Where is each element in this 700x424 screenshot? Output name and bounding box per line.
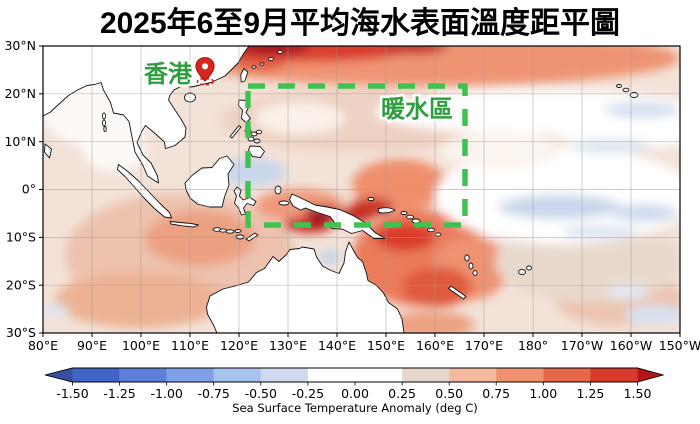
land-taiwan xyxy=(240,68,249,83)
y-tick: 0° xyxy=(22,182,36,197)
y-tick: 20°N xyxy=(4,86,36,101)
svg-text:0.50: 0.50 xyxy=(435,386,463,401)
svg-text:0.00: 0.00 xyxy=(341,386,369,401)
colorbar-label: Sea Surface Temperature Anomaly (deg C) xyxy=(232,401,477,415)
x-tick: 150°E xyxy=(367,338,405,353)
land-java xyxy=(169,221,199,228)
page-title: 2025年6至9月平均海水表面溫度距平圖 xyxy=(100,7,620,40)
x-tick: 140°E xyxy=(318,338,356,353)
y-tick: 10°S xyxy=(6,230,36,245)
svg-text:-0.75: -0.75 xyxy=(198,386,230,401)
land-sulawesi xyxy=(233,186,257,216)
x-axis-labels: 80°E 90°E 100°E 110°E 120°E 130°E 140°E … xyxy=(28,338,700,353)
land-ryukyu-islands xyxy=(251,50,283,69)
land-australia xyxy=(206,241,405,333)
x-tick: 130°E xyxy=(269,338,307,353)
colorbar-tick-labels: -1.50 -1.25 -1.00 -0.75 -0.50 -0.25 0.00… xyxy=(56,386,651,401)
x-tick: 160°W xyxy=(610,338,652,353)
sst-anomaly-field xyxy=(43,46,680,333)
x-tick: 100°E xyxy=(122,338,160,353)
land-fiji xyxy=(518,265,532,275)
y-axis-labels: 30°N 20°N 10°N 0° 10°S 20°S 30°S xyxy=(4,38,36,340)
svg-text:-0.25: -0.25 xyxy=(292,386,324,401)
svg-text:1.00: 1.00 xyxy=(529,386,557,401)
svg-text:1.25: 1.25 xyxy=(576,386,604,401)
y-tick: 20°S xyxy=(6,278,36,293)
svg-text:-1.25: -1.25 xyxy=(103,386,135,401)
svg-text:-1.50: -1.50 xyxy=(56,386,88,401)
colorbar-segments xyxy=(72,368,638,382)
svg-text:-1.00: -1.00 xyxy=(151,386,183,401)
colorbar-over-arrow xyxy=(637,368,663,382)
land-maluku xyxy=(274,185,290,206)
x-tick: 80°E xyxy=(28,338,58,353)
axis-tick-marks xyxy=(39,45,681,337)
pin-hole xyxy=(201,63,209,70)
hong-kong-annotation: 香港 xyxy=(142,57,215,91)
colorbar: -1.50 -1.25 -1.00 -0.75 -0.50 -0.25 0.00… xyxy=(44,367,665,415)
land-new-caledonia xyxy=(448,285,467,300)
pin-target-ellipse xyxy=(196,77,215,86)
x-tick: 180° xyxy=(518,338,548,353)
x-tick: 150°W xyxy=(659,338,700,353)
land-lesser-sunda xyxy=(212,227,259,242)
warm-zone-label: 暖水區 xyxy=(381,96,453,123)
y-tick: 30°N xyxy=(4,38,36,53)
x-tick: 160°E xyxy=(416,338,454,353)
graticule xyxy=(43,46,680,333)
colorbar-under-arrow xyxy=(45,368,73,382)
x-tick: 170°E xyxy=(465,338,503,353)
x-tick: 170°W xyxy=(561,338,603,353)
hong-kong-label: 香港 xyxy=(144,61,193,88)
land-manus xyxy=(367,197,375,201)
land-vanuatu xyxy=(464,254,478,276)
svg-text:-0.50: -0.50 xyxy=(245,386,277,401)
y-tick: 30°S xyxy=(6,325,36,340)
x-tick: 90°E xyxy=(77,338,107,353)
warm-zone-box xyxy=(245,83,468,228)
land-sri-lanka xyxy=(44,143,52,159)
svg-text:0.75: 0.75 xyxy=(482,386,510,401)
land-andaman-islands xyxy=(102,112,107,132)
svg-text:1.50: 1.50 xyxy=(624,386,652,401)
land-borneo xyxy=(184,155,235,208)
land-sumatra xyxy=(117,164,172,219)
svg-text:0.25: 0.25 xyxy=(388,386,416,401)
y-tick: 10°N xyxy=(4,134,36,149)
x-tick: 110°E xyxy=(171,338,209,353)
colorbar-tick-marks xyxy=(72,382,638,386)
land-new-britain xyxy=(377,207,396,214)
x-tick: 120°E xyxy=(220,338,258,353)
